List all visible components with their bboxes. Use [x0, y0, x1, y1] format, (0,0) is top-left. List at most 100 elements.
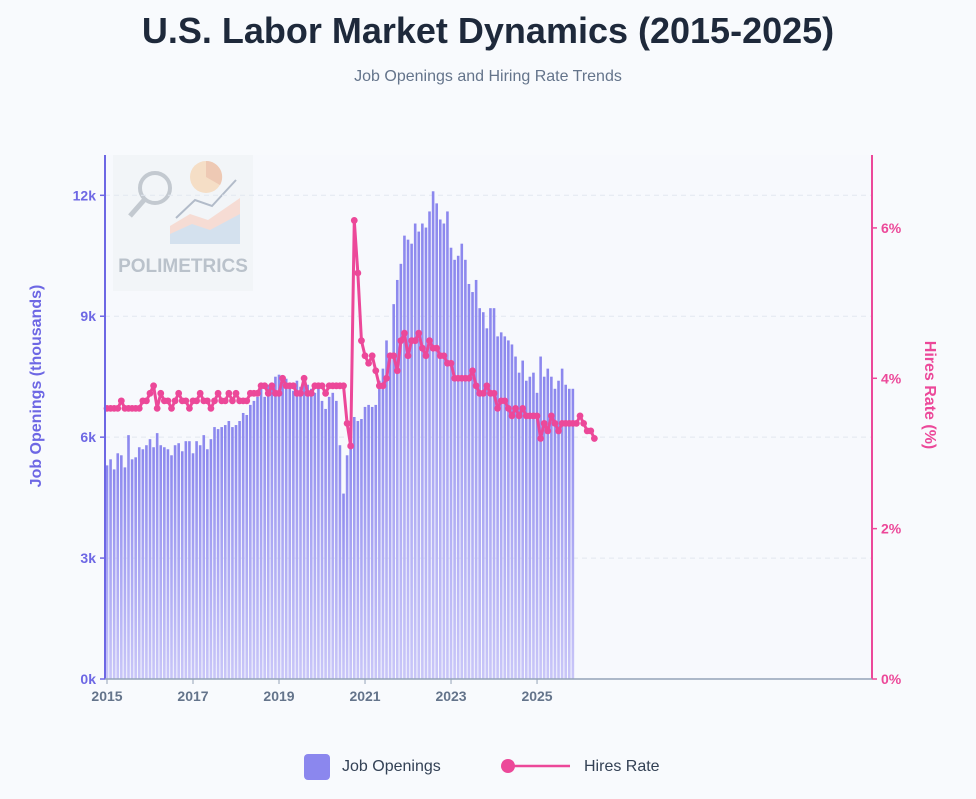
- legend-swatch-line: [501, 759, 570, 773]
- bar: [134, 457, 137, 679]
- hires-rate-point: [469, 367, 476, 375]
- bar: [116, 453, 120, 679]
- bar: [284, 378, 288, 679]
- bar: [546, 368, 550, 679]
- bar: [263, 396, 266, 679]
- legend-item-hires-rate[interactable]: Hires Rate: [500, 752, 660, 782]
- hires-rate-point: [483, 382, 491, 390]
- hires-rate-point: [322, 389, 329, 397]
- bar: [191, 453, 195, 679]
- bar: [155, 433, 159, 679]
- bar: [406, 239, 410, 679]
- bar: [481, 312, 485, 679]
- bar: [360, 419, 363, 679]
- bar: [338, 445, 342, 679]
- hires-rate-point: [401, 329, 408, 337]
- hires-rate-point: [418, 344, 426, 352]
- legend-item-job-openings[interactable]: Job Openings: [304, 752, 441, 782]
- hires-rate-point: [221, 397, 229, 405]
- legend-swatch-bars: [304, 754, 330, 780]
- bar: [532, 372, 535, 679]
- bar: [474, 279, 478, 679]
- bar: [449, 247, 453, 679]
- hires-rate-point: [590, 435, 598, 442]
- bar: [349, 435, 352, 679]
- bar: [223, 425, 227, 679]
- hires-rate-point: [537, 435, 545, 442]
- axes: 0k 3k 6k 9k 12k 0% 2% 4% 6% 2015 2017 2019 2021 2023 2…: [73, 155, 902, 704]
- bar: [410, 243, 413, 679]
- chart-subtitle: Job Openings and Hiring Rate Trends: [354, 68, 622, 85]
- hires-rate-point: [254, 389, 261, 397]
- hires-rate-point: [544, 427, 552, 435]
- watermark-logo: POLIMETRICS: [113, 155, 253, 291]
- bar: [238, 421, 241, 679]
- bar: [295, 380, 299, 679]
- bar: [460, 243, 464, 679]
- right-axis-title: Hires Rate (%): [921, 341, 938, 449]
- x-axis-tick-label: 2023: [435, 688, 466, 704]
- bar: [184, 441, 188, 679]
- hires-rate-point: [587, 427, 595, 435]
- hires-rate-point: [415, 329, 423, 337]
- bar: [180, 451, 184, 679]
- hires-rate-point: [540, 419, 548, 427]
- bar: [324, 408, 327, 679]
- bar: [499, 332, 503, 679]
- bar: [496, 336, 499, 679]
- bar: [528, 376, 532, 679]
- bar: [309, 388, 313, 679]
- bar: [173, 445, 177, 679]
- bar: [216, 429, 220, 679]
- bar: [249, 404, 252, 679]
- bar: [507, 340, 510, 679]
- hires-rate-point: [361, 352, 369, 360]
- bar: [413, 223, 417, 679]
- hires-rate-point: [551, 419, 559, 427]
- bar: [378, 380, 381, 679]
- bar: [198, 445, 202, 679]
- x-axis-tick-label: 2025: [521, 688, 552, 704]
- left-axis-title: Job Openings (thousands): [28, 285, 45, 488]
- hires-rate-point: [350, 217, 358, 224]
- hires-rate-point: [368, 352, 376, 360]
- bar: [220, 427, 223, 679]
- bar: [245, 414, 249, 679]
- hires-rate-point: [411, 337, 419, 345]
- hires-rate-point: [426, 337, 433, 345]
- hires-rate-point: [501, 397, 509, 405]
- hires-rate-point: [393, 367, 401, 375]
- bar: [367, 404, 370, 679]
- bar: [417, 231, 421, 679]
- bar: [130, 459, 134, 679]
- bar: [206, 449, 209, 679]
- hires-rate-point: [479, 389, 487, 397]
- bar: [510, 344, 514, 679]
- bar: [403, 235, 406, 679]
- legend: Job Openings Hires Rate: [0, 752, 976, 782]
- bar: [281, 378, 284, 679]
- x-axis-tick-label: 2015: [91, 688, 122, 704]
- hires-rate-point: [229, 397, 236, 405]
- hires-rate-point: [307, 389, 315, 397]
- hires-rate-point: [519, 404, 527, 412]
- hires-rate-point: [117, 397, 125, 405]
- bar: [374, 404, 378, 679]
- hires-rate-point: [447, 359, 455, 367]
- bar: [277, 374, 281, 679]
- bar: [446, 211, 449, 679]
- right-axis-tick-label: 4%: [881, 370, 902, 386]
- bar: [159, 445, 163, 679]
- bar: [345, 455, 349, 679]
- bar: [571, 388, 575, 679]
- bar: [259, 388, 263, 679]
- bar: [148, 439, 152, 679]
- hires-rate-point: [300, 374, 308, 382]
- legend-label-hires-rate: Hires Rate: [584, 758, 660, 775]
- bar: [105, 465, 109, 679]
- bar: [270, 382, 274, 679]
- bar: [550, 376, 553, 679]
- bar: [320, 400, 324, 679]
- hires-rate-point: [576, 412, 584, 420]
